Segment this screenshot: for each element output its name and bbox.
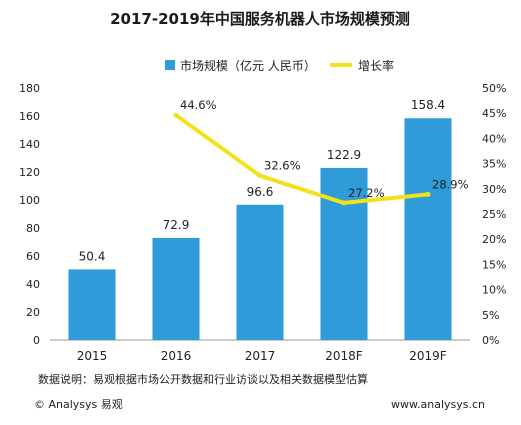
bar-value-label: 50.4 — [79, 249, 106, 263]
bar-value-label: 72.9 — [163, 218, 190, 232]
y-right-tick-label: 20% — [482, 233, 506, 246]
legend-swatch-bar — [165, 60, 175, 70]
growth-value-label: 44.6% — [180, 98, 217, 112]
footer-url: www.analysys.cn — [391, 398, 485, 411]
growth-value-label: 28.9% — [432, 177, 469, 191]
growth-point — [425, 191, 431, 197]
data-labels: 50.4 72.9 96.6 122.9 158.4 44.6% 32.6% 27.2% 28.… — [79, 98, 469, 263]
y-right-tick-label: 15% — [482, 258, 506, 271]
chart-title: 2017-2019年中国服务机器人市场规模预测 — [110, 10, 410, 28]
y-right-tick-label: 25% — [482, 208, 506, 221]
x-tick-label: 2016 — [161, 349, 192, 363]
y-left-tick-label: 80 — [26, 222, 40, 235]
bar-value-label: 122.9 — [327, 148, 361, 162]
x-tick-label: 2017 — [245, 349, 276, 363]
x-tick-label: 2018F — [325, 349, 363, 363]
growth-line-series — [173, 112, 431, 206]
y-left-tick-label: 40 — [26, 278, 40, 291]
axes: 0 20 40 60 80 100 120 140 160 180 0% 5% 10% 15% 20% 25%… — [19, 82, 506, 363]
y-left-tick-label: 180 — [19, 82, 40, 95]
y-left-tick-label: 160 — [19, 110, 40, 123]
growth-point — [341, 200, 347, 206]
y-right-tick-label: 35% — [482, 158, 506, 171]
y-right-tick-label: 40% — [482, 132, 506, 145]
x-tick-label: 2019F — [409, 349, 447, 363]
bar — [236, 204, 284, 340]
y-left-tick-label: 20 — [26, 306, 40, 319]
y-left-tick-label: 120 — [19, 166, 40, 179]
growth-point — [173, 112, 179, 118]
growth-value-label: 32.6% — [264, 159, 301, 173]
y-left-tick-label: 100 — [19, 194, 40, 207]
legend: 市场规模（亿元 人民币） 增长率 — [165, 58, 394, 73]
legend-label-bar: 市场规模（亿元 人民币） — [180, 58, 316, 73]
y-right-tick-label: 0% — [482, 334, 499, 347]
x-tick-label: 2015 — [77, 349, 108, 363]
growth-line — [174, 113, 430, 205]
y-left-tick-label: 140 — [19, 138, 40, 151]
y-right-tick-label: 30% — [482, 183, 506, 196]
bar — [152, 237, 200, 340]
y-right-tick-label: 50% — [482, 82, 506, 95]
footer-brand: © Analysys 易观 — [34, 398, 123, 411]
bar-value-label: 96.6 — [247, 185, 274, 199]
y-left-tick-label: 0 — [33, 334, 40, 347]
growth-point — [257, 173, 263, 179]
bar-value-label: 158.4 — [411, 98, 445, 112]
growth-value-label: 27.2% — [348, 186, 385, 200]
y-right-tick-label: 5% — [482, 309, 499, 322]
bar — [404, 118, 452, 341]
bar — [68, 269, 116, 340]
bars — [68, 118, 452, 341]
legend-label-line: 增长率 — [358, 58, 394, 73]
y-left-tick-label: 60 — [26, 250, 40, 263]
data-note: 数据说明：易观根据市场公开数据和行业访谈以及相关数据模型估算 — [38, 372, 368, 386]
y-right-tick-label: 10% — [482, 284, 506, 297]
y-right-tick-label: 45% — [482, 107, 506, 120]
